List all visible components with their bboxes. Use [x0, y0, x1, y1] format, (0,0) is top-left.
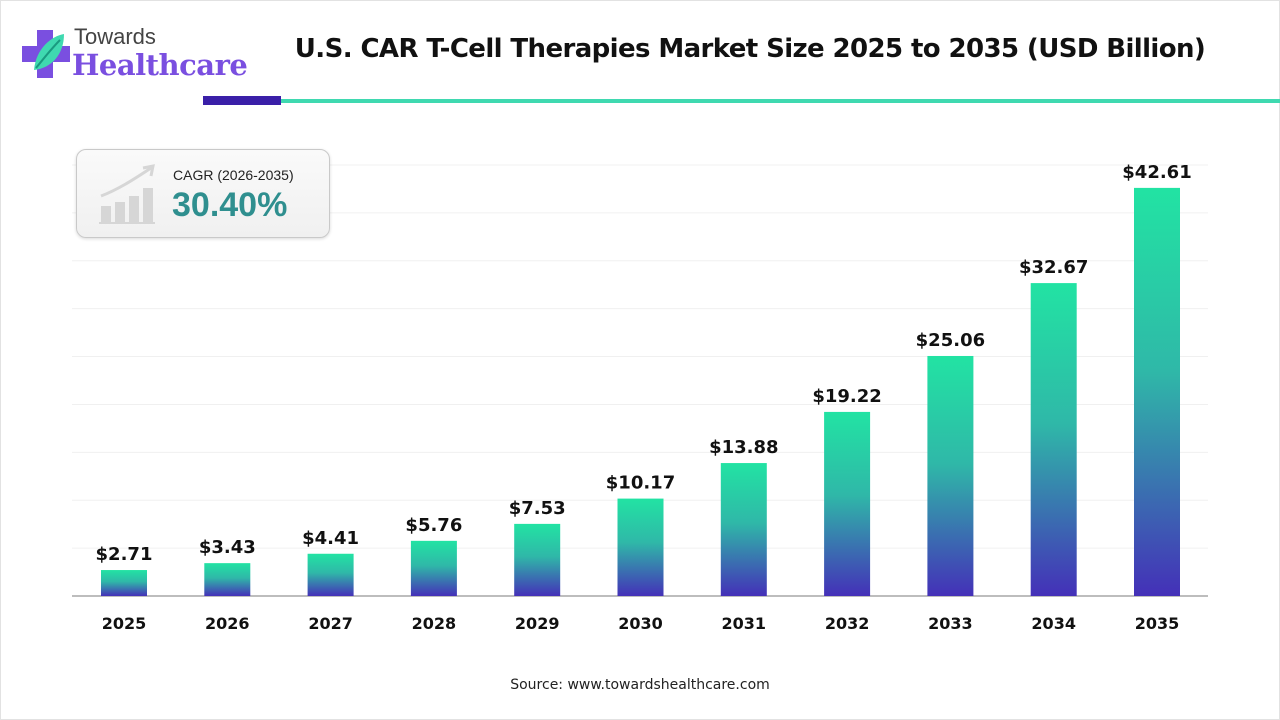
bar-2029 — [514, 523, 561, 596]
data-label: $25.06 — [916, 330, 985, 351]
x-tick-label: 2026 — [205, 614, 250, 633]
x-tick-label: 2032 — [825, 614, 870, 633]
cagr-value: 30.40% — [172, 186, 288, 224]
logo: Towards Healthcare — [22, 24, 248, 84]
title-underline-teal — [281, 99, 1280, 103]
x-tick-label: 2028 — [412, 614, 457, 633]
title-underline-dark — [203, 96, 281, 105]
data-label: $42.61 — [1122, 162, 1191, 183]
data-label: $32.67 — [1019, 257, 1088, 278]
logo-text-healthcare: Healthcare — [72, 48, 248, 82]
bar-2033 — [927, 355, 974, 596]
bar-2032 — [824, 411, 871, 596]
cagr-label: CAGR (2026-2035) — [173, 167, 294, 183]
x-tick-label: 2027 — [308, 614, 353, 633]
bar-2030 — [617, 498, 664, 596]
bar-2027 — [307, 553, 354, 596]
cagr-box: CAGR (2026-2035) 30.40% — [76, 149, 330, 238]
data-label: $13.88 — [709, 437, 778, 458]
bar-2035 — [1134, 187, 1180, 597]
bar-2026 — [204, 563, 251, 596]
bar-2028 — [410, 540, 457, 596]
bar-2025 — [101, 570, 147, 596]
data-label: $3.43 — [199, 537, 256, 558]
bar-2031 — [720, 463, 767, 596]
data-label: $10.17 — [606, 473, 675, 494]
x-tick-label: 2033 — [928, 614, 973, 633]
x-tick-label: 2030 — [618, 614, 663, 633]
logo-text-towards: Towards — [74, 24, 156, 49]
x-tick-label: 2025 — [102, 614, 147, 633]
x-tick-label: 2029 — [515, 614, 560, 633]
data-label: $5.76 — [405, 515, 462, 536]
data-label: $4.41 — [302, 528, 359, 549]
x-tick-label: 2031 — [722, 614, 767, 633]
chart-title: U.S. CAR T-Cell Therapies Market Size 20… — [294, 34, 1206, 64]
bar-2034 — [1030, 283, 1077, 596]
source-note: Source: www.towardshealthcare.com — [510, 677, 770, 693]
growth-chart-icon — [99, 164, 155, 224]
x-tick-label: 2035 — [1135, 614, 1180, 633]
medical-cross-leaf-icon — [22, 30, 70, 78]
data-label: $7.53 — [509, 498, 566, 519]
data-label: $2.71 — [96, 544, 153, 565]
x-tick-label: 2034 — [1031, 614, 1076, 633]
data-label: $19.22 — [812, 386, 881, 407]
